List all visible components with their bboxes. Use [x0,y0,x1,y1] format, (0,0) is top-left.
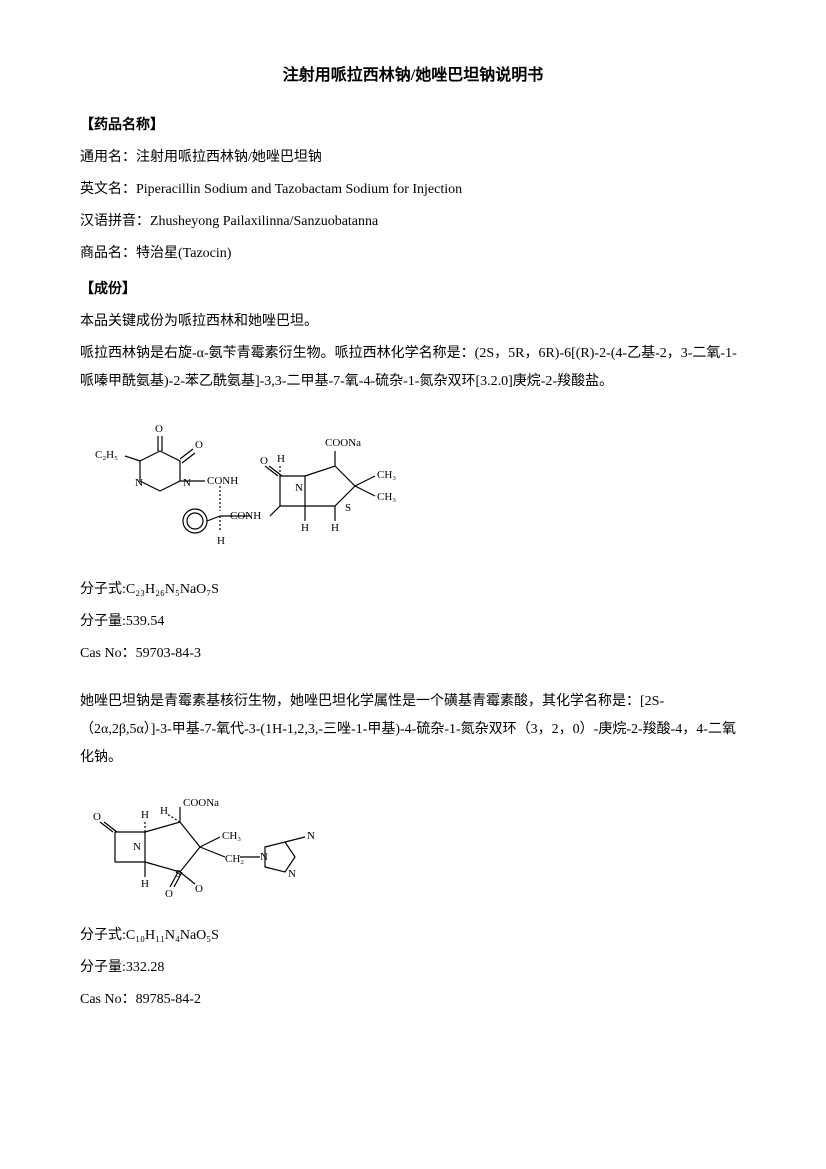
label2-coona: COONa [183,797,219,809]
label-ch3-2: CH₃ [377,491,396,503]
label-n: N [135,477,143,489]
formula1-label: 分子式: [80,582,126,597]
label-h4: H [277,453,285,465]
formula2-label: 分子式: [80,928,126,943]
tazobactam-structure: O COONa CH₃ CH₂ N N N S O O H H H N [80,787,746,907]
tazobactam-description: 她唑巴坦钠是青霉素基核衍生物，她唑巴坦化学属性是一个磺基青霉素酸，其化学名称是：… [80,688,746,772]
label2-o3: O [195,883,203,895]
label2-h2: H [141,809,149,821]
cas1-label: Cas No： [80,646,136,661]
mw2-value: 332.28 [126,960,165,975]
formula2-row: 分子式:C₁₀H₁₁N₄NaO₅S [80,922,746,950]
trade-name-value: 特治星(Tazocin) [136,246,231,261]
ingredients-intro: 本品关键成份为哌拉西林和她唑巴坦。 [80,308,746,336]
cas2-row: Cas No：89785-84-2 [80,986,746,1014]
english-name-row: 英文名：Piperacillin Sodium and Tazobactam S… [80,176,746,204]
english-name-value: Piperacillin Sodium and Tazobactam Sodiu… [136,182,462,197]
label-h2: H [301,522,309,534]
pinyin-label: 汉语拼音： [80,214,150,229]
label2-n2: N [307,830,315,842]
label-o3: O [260,455,268,467]
label2-h3: H [160,805,168,817]
label2-h1: H [141,878,149,890]
pinyin-value: Zhusheyong Pailaxilinna/Sanzuobatanna [150,214,378,229]
document-title: 注射用哌拉西林钠/她唑巴坦钠说明书 [80,60,746,92]
label2-o1: O [93,811,101,823]
ingredients-header: 【成份】 [80,276,746,304]
label-c2h5: C₂H₅ [95,449,118,461]
label2-n4: N [133,841,141,853]
label-h3: H [331,522,339,534]
label-conh1: CONH [207,475,238,487]
label-n3: N [295,482,303,494]
piperacillin-description: 哌拉西林钠是右旋-α-氨苄青霉素衍生物。哌拉西林化学名称是：(2S，5R，6R)… [80,340,746,396]
pinyin-row: 汉语拼音：Zhusheyong Pailaxilinna/Sanzuobatan… [80,208,746,236]
formula1-value: C₂₃H₂₆N₅NaO₇S [126,582,219,597]
label-h1: H [217,535,225,547]
label2-ch3: CH₃ [222,830,241,842]
label2-n1: N [260,851,268,863]
drug-name-header: 【药品名称】 [80,112,746,140]
mw2-row: 分子量:332.28 [80,954,746,982]
label-s: S [345,502,351,514]
label-o2: O [195,439,203,451]
mw1-label: 分子量: [80,614,126,629]
label2-ch2: CH₂ [225,853,244,865]
label-o1: O [155,423,163,435]
cas2-value: 89785-84-2 [136,992,201,1007]
label-ch3-1: CH₃ [377,469,396,481]
trade-name-row: 商品名：特治星(Tazocin) [80,240,746,268]
trade-name-label: 商品名： [80,246,136,261]
piperacillin-structure: C₂H₅ O O N N CONH CONH H O COONa CH₃ CH₃… [80,411,746,561]
cas1-value: 59703-84-3 [136,646,201,661]
cas2-label: Cas No： [80,992,136,1007]
mw1-row: 分子量:539.54 [80,608,746,636]
formula2-value: C₁₀H₁₁N₄NaO₅S [126,928,219,943]
generic-name-label: 通用名： [80,150,136,165]
generic-name-row: 通用名：注射用哌拉西林钠/她唑巴坦钠 [80,144,746,172]
label-conh2: CONH [230,510,261,522]
mw1-value: 539.54 [126,614,165,629]
cas1-row: Cas No：59703-84-3 [80,640,746,668]
label2-o2: O [165,888,173,900]
mw2-label: 分子量: [80,960,126,975]
formula1-row: 分子式:C₂₃H₂₆N₅NaO₇S [80,576,746,604]
label-n2: N [183,477,191,489]
label-coona: COONa [325,437,361,449]
english-name-label: 英文名： [80,182,136,197]
generic-name-value: 注射用哌拉西林钠/她唑巴坦钠 [136,150,322,165]
label2-n3: N [288,868,296,880]
label2-s: S [175,868,181,880]
